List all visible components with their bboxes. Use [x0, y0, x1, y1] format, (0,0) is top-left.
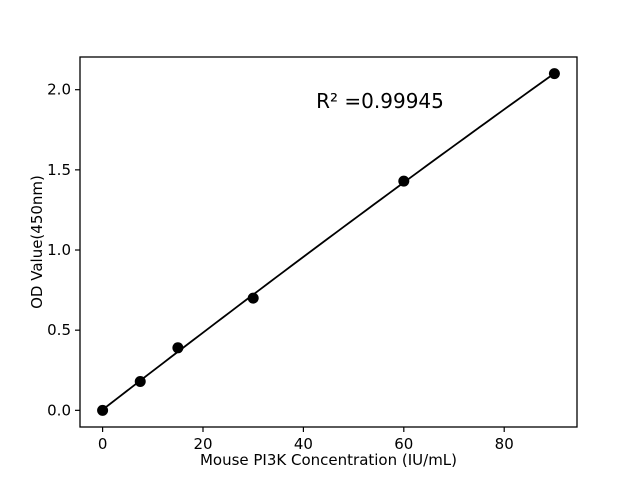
y-tick-label: 1.5 — [47, 161, 71, 179]
y-tick-label: 0.0 — [47, 401, 71, 419]
y-axis-label: OD Value(450nm) — [28, 175, 46, 309]
data-point — [97, 404, 109, 416]
x-tick-label: 60 — [394, 435, 413, 453]
y-tick-label: 1.0 — [47, 241, 71, 259]
r-squared-annotation: R² =0.99945 — [316, 89, 444, 113]
x-tick-label: 20 — [193, 435, 212, 453]
y-tick-label: 0.5 — [47, 321, 71, 339]
y-tick-label: 2.0 — [47, 81, 71, 99]
plot-frame — [79, 56, 578, 428]
x-axis-label: Mouse PI3K Concentration (IU/mL) — [199, 451, 458, 469]
x-tick-label: 0 — [98, 435, 108, 453]
data-point — [548, 68, 560, 80]
x-tick-label: 40 — [294, 435, 313, 453]
data-point — [172, 342, 184, 354]
data-point — [134, 375, 146, 387]
x-tick-label: 80 — [495, 435, 514, 453]
data-point — [247, 292, 259, 304]
data-point — [398, 175, 410, 187]
